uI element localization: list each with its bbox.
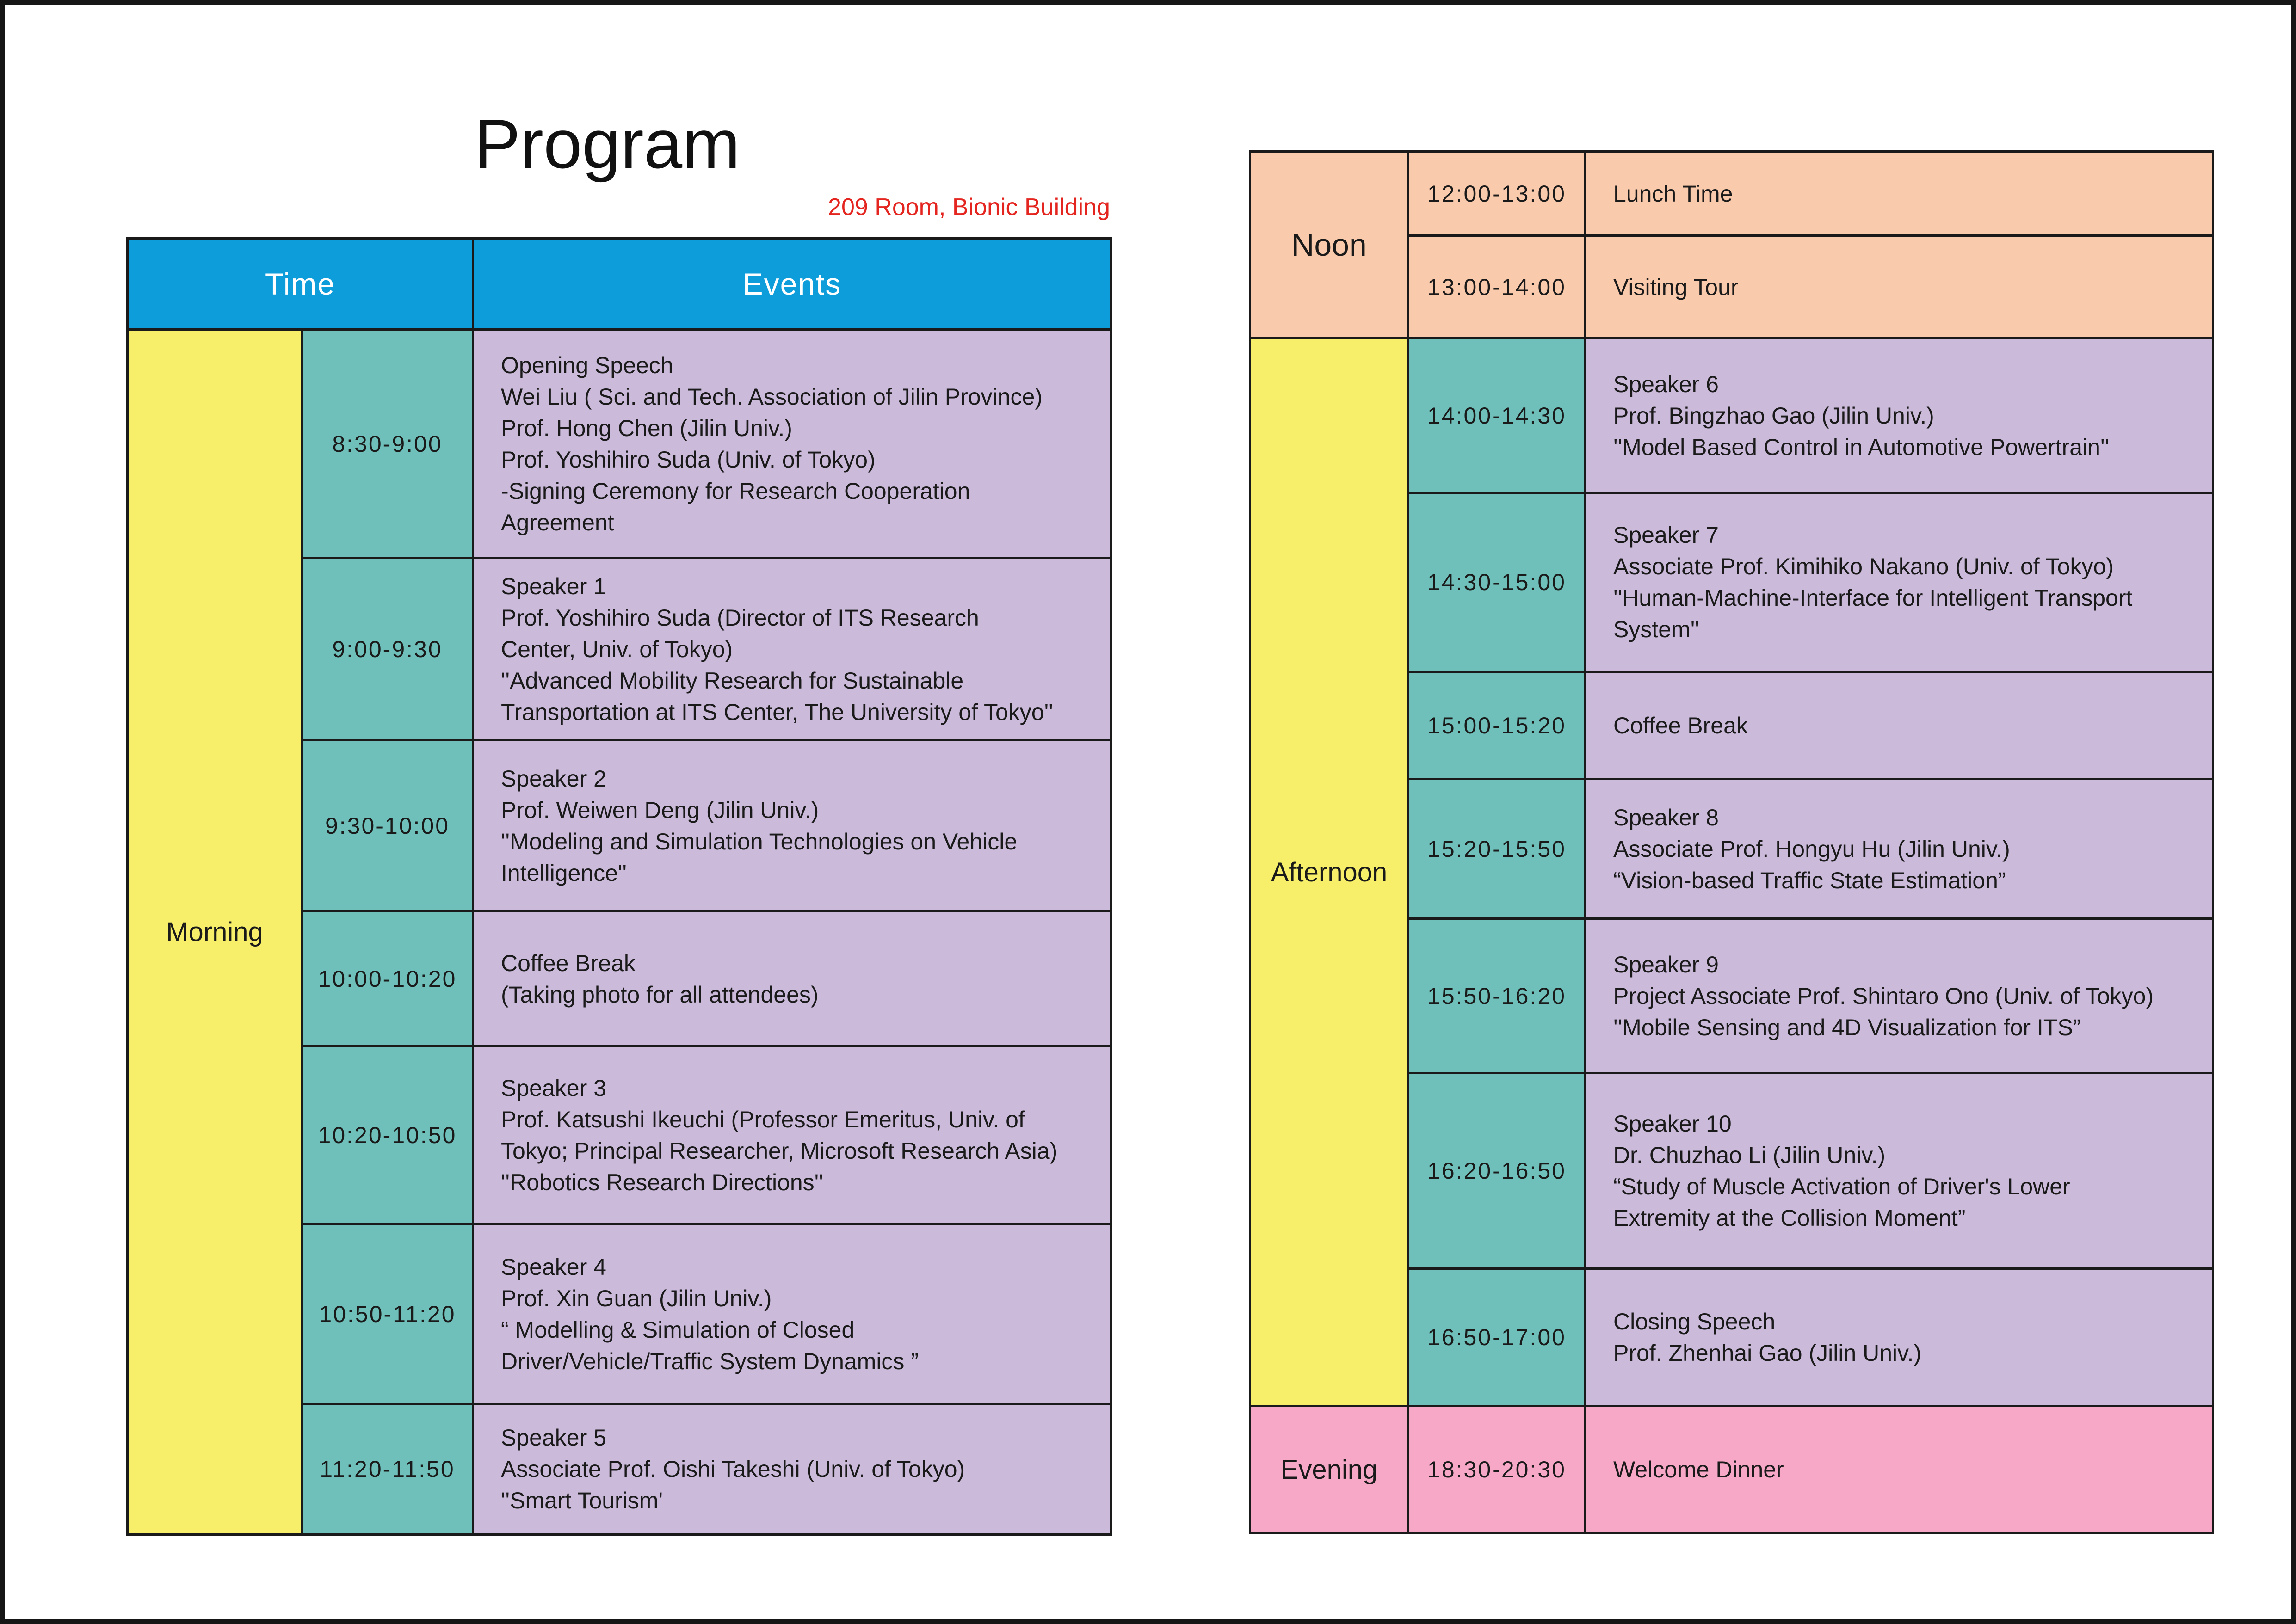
event-cell: Speaker 7 Associate Prof. Kimihiko Nakan… [1584, 492, 2214, 673]
event-cell: Coffee Break (Taking photo for all atten… [472, 910, 1112, 1047]
schedule-row: 11:20-11:50 Speaker 5 Associate Prof. Oi… [128, 1403, 1112, 1536]
period-cell-afternoon: Afternoon [1249, 337, 1409, 1407]
schedule-row: 14:30-15:00 Speaker 7 Associate Prof. Ki… [1250, 492, 2214, 673]
event-cell: Speaker 4 Prof. Xin Guan (Jilin Univ.) “… [472, 1223, 1112, 1405]
schedule-row: 15:00-15:20 Coffee Break [1250, 671, 2214, 780]
period-cell-morning: Morning [126, 328, 303, 1536]
room-note: 209 Room, Bionic Building [828, 194, 1110, 221]
event-cell: Speaker 1 Prof. Yoshihiro Suda (Director… [472, 557, 1112, 741]
event-cell: Lunch Time [1584, 150, 2214, 237]
schedule-row: 15:50-16:20 Speaker 9 Project Associate … [1250, 917, 2214, 1074]
time-cell: 18:30-20:30 [1407, 1405, 1586, 1534]
time-cell: 10:00-10:20 [301, 910, 474, 1047]
time-cell: 10:50-11:20 [301, 1223, 474, 1405]
time-cell: 12:00-13:00 [1407, 150, 1586, 237]
time-cell: 15:20-15:50 [1407, 778, 1586, 920]
schedule-row: 16:20-16:50 Speaker 10 Dr. Chuzhao Li (J… [1250, 1072, 2214, 1270]
morning-program-table: Time Events Morning 8:30-9:00 Opening Sp… [126, 237, 1112, 1536]
schedule-row: 10:00-10:20 Coffee Break (Taking photo f… [128, 910, 1112, 1047]
period-cell-noon: Noon [1249, 150, 1409, 339]
time-cell: 13:00-14:00 [1407, 234, 1586, 339]
event-cell: Speaker 3 Prof. Katsushi Ikeuchi (Profes… [472, 1045, 1112, 1225]
time-cell: 15:00-15:20 [1407, 671, 1586, 780]
time-cell: 16:20-16:50 [1407, 1072, 1586, 1270]
event-cell: Visiting Tour [1584, 234, 2214, 339]
noon-evening-program-table: Noon 12:00-13:00 Lunch Time 13:00-14:00 … [1249, 150, 2214, 1534]
schedule-row: 13:00-14:00 Visiting Tour [1250, 234, 2214, 339]
schedule-row: 10:50-11:20 Speaker 4 Prof. Xin Guan (Ji… [128, 1223, 1112, 1405]
schedule-row: Noon 12:00-13:00 Lunch Time [1249, 150, 2214, 339]
event-cell: Speaker 10 Dr. Chuzhao Li (Jilin Univ.) … [1584, 1072, 2214, 1270]
time-cell: 16:50-17:00 [1407, 1267, 1586, 1407]
page-title: Program [474, 105, 741, 183]
schedule-row: Afternoon 14:00-14:30 Speaker 6 Prof. Bi… [1249, 337, 2214, 1407]
time-cell: 14:30-15:00 [1407, 492, 1586, 673]
time-column-header: Time [126, 237, 474, 331]
schedule-row: 16:50-17:00 Closing Speech Prof. Zhenhai… [1250, 1267, 2214, 1407]
event-cell: Speaker 9 Project Associate Prof. Shinta… [1584, 917, 2214, 1074]
time-cell: 15:50-16:20 [1407, 917, 1586, 1074]
event-cell: Opening Speech Wei Liu ( Sci. and Tech. … [472, 328, 1112, 559]
event-cell: Speaker 6 Prof. Bingzhao Gao (Jilin Univ… [1584, 337, 2214, 494]
table-header-row: Time Events [126, 237, 1112, 331]
event-cell: Speaker 8 Associate Prof. Hongyu Hu (Jil… [1584, 778, 2214, 920]
period-cell-evening: Evening [1249, 1405, 1409, 1534]
time-cell: 9:00-9:30 [301, 557, 474, 741]
schedule-row: Evening 18:30-20:30 Welcome Dinner [1249, 1405, 2214, 1534]
event-cell: Coffee Break [1584, 671, 2214, 780]
event-cell: Speaker 5 Associate Prof. Oishi Takeshi … [472, 1403, 1112, 1536]
schedule-row: 9:30-10:00 Speaker 2 Prof. Weiwen Deng (… [128, 739, 1112, 912]
time-cell: 11:20-11:50 [301, 1403, 474, 1536]
time-cell: 9:30-10:00 [301, 739, 474, 912]
time-cell: 14:00-14:30 [1407, 337, 1586, 494]
event-cell: Welcome Dinner [1584, 1405, 2214, 1534]
schedule-row: Morning 8:30-9:00 Opening Speech Wei Liu… [126, 328, 1112, 1536]
schedule-row: 9:00-9:30 Speaker 1 Prof. Yoshihiro Suda… [128, 557, 1112, 741]
time-cell: 8:30-9:00 [301, 328, 474, 559]
event-cell: Closing Speech Prof. Zhenhai Gao (Jilin … [1584, 1267, 2214, 1407]
events-column-header: Events [472, 237, 1112, 331]
event-cell: Speaker 2 Prof. Weiwen Deng (Jilin Univ.… [472, 739, 1112, 912]
time-cell: 10:20-10:50 [301, 1045, 474, 1225]
schedule-row: 10:20-10:50 Speaker 3 Prof. Katsushi Ike… [128, 1045, 1112, 1225]
schedule-row: 15:20-15:50 Speaker 8 Associate Prof. Ho… [1250, 778, 2214, 920]
